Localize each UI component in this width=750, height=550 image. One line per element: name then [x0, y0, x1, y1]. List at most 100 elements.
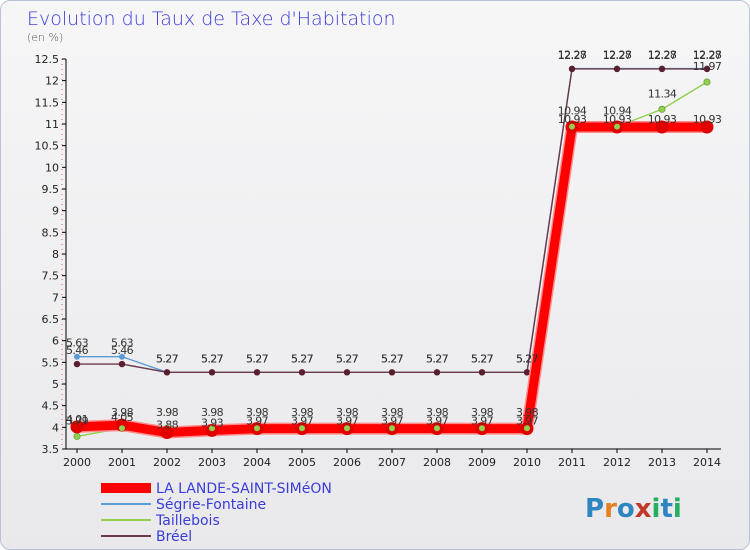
- x-tick-label: 2010: [513, 456, 541, 469]
- legend-label: Ségrie-Fontaine: [156, 497, 266, 513]
- x-tick-label: 2000: [63, 456, 91, 469]
- y-tick-label: 10: [45, 161, 59, 174]
- x-tick-label: 2002: [153, 456, 181, 469]
- series-line-halo: [76, 121, 707, 439]
- x-tick-label: 2012: [603, 456, 631, 469]
- y-tick-label: 6.5: [42, 313, 60, 326]
- data-label: 5.27: [516, 352, 539, 365]
- logo-letter: t: [660, 494, 672, 524]
- data-label: 3.97: [426, 415, 449, 428]
- data-label: 3.98: [381, 406, 404, 419]
- series-point: [74, 353, 80, 360]
- y-tick-label: 8.5: [42, 226, 60, 239]
- data-label: 5.27: [516, 352, 539, 365]
- data-label: 5.27: [336, 352, 359, 365]
- data-label: 3.98: [426, 406, 449, 419]
- legend: LA LANDE-SAINT-SIMéONSégrie-FontaineTail…: [101, 481, 332, 545]
- data-label: 11.34: [648, 87, 677, 100]
- logo-letter: o: [617, 494, 635, 524]
- data-label: 3.97: [381, 415, 404, 428]
- series-point: [703, 78, 711, 86]
- x-tick-label: 2001: [108, 456, 136, 469]
- data-label: 12.27: [558, 49, 587, 62]
- data-label: 11.97: [693, 60, 722, 73]
- y-tick-label: 4.5: [42, 400, 60, 413]
- overlap-point: [434, 425, 440, 432]
- x-tick-label: 2004: [243, 456, 271, 469]
- x-tick-label: 2014: [693, 456, 721, 469]
- data-label: 5.27: [291, 352, 314, 365]
- data-label: 3.98: [336, 406, 359, 419]
- series-point: [298, 369, 306, 376]
- series-point: [115, 418, 129, 432]
- series-layer: [70, 65, 714, 440]
- x-tick-label: 2008: [423, 456, 451, 469]
- data-label: 5.46: [111, 344, 134, 357]
- x-tick-label: 2013: [648, 456, 676, 469]
- legend-label: Bréel: [156, 529, 192, 545]
- overlap-point: [389, 425, 395, 432]
- y-tick-label: 9: [52, 205, 59, 218]
- y-tick-label: 5.5: [42, 356, 60, 369]
- series-line-2: [76, 81, 708, 438]
- logo-letter: i: [673, 494, 682, 524]
- y-tick-label: 11.5: [35, 96, 60, 109]
- data-label: 3.79: [66, 414, 89, 427]
- data-label: 5.27: [291, 352, 314, 365]
- x-tick-label: 2005: [288, 456, 316, 469]
- data-label: 3.97: [471, 415, 494, 428]
- data-label: 5.27: [336, 352, 359, 365]
- series-point: [73, 432, 81, 440]
- overlap-point: [479, 425, 485, 432]
- legend-label: Taillebois: [155, 513, 220, 529]
- data-label: 10.94: [558, 105, 587, 118]
- series-point: [343, 369, 351, 376]
- data-label: 10.93: [558, 113, 587, 126]
- series-point: [160, 426, 174, 440]
- data-label: 5.27: [471, 352, 494, 365]
- series-point: [70, 420, 84, 434]
- data-label: 3.97: [246, 415, 269, 428]
- series-point: [118, 360, 126, 368]
- data-label: 5.27: [381, 352, 404, 365]
- logo-letter: i: [652, 494, 661, 524]
- series-point: [658, 105, 666, 113]
- y-tick-label: 11: [45, 118, 59, 131]
- y-tick-label: 5: [52, 378, 59, 391]
- logo-letter: P: [585, 494, 604, 524]
- overlap-point: [299, 425, 305, 432]
- data-label: 12.28: [693, 49, 722, 62]
- data-label: 3.93: [201, 416, 224, 429]
- data-label: 12.27: [693, 49, 722, 62]
- overlap-point: [524, 425, 530, 432]
- series-point: [700, 120, 714, 134]
- overlap-point: [614, 123, 620, 130]
- data-label: 12.28: [558, 49, 587, 62]
- series-point: [253, 369, 261, 376]
- y-tick-label: 12.5: [35, 53, 60, 66]
- series-point: [655, 120, 669, 134]
- data-label: 3.97: [291, 415, 314, 428]
- data-label: 5.27: [381, 352, 404, 365]
- data-label: 5.63: [66, 337, 89, 350]
- data-label: 3.98: [516, 406, 539, 419]
- data-label: 5.27: [426, 352, 449, 365]
- series-point: [119, 353, 125, 360]
- overlap-point: [344, 425, 350, 432]
- series-point: [568, 65, 576, 73]
- data-label: 5.63: [111, 337, 134, 350]
- x-tick-group: 2000 2001 2002 2003 2004 2005 2006 2007 2008 2009…: [63, 449, 721, 469]
- series-point: [208, 369, 216, 376]
- data-label: 5.27: [426, 352, 449, 365]
- y-tick-label: 4: [52, 421, 59, 434]
- chart-title: Evolution du Taux de Taxe d'Habitation: [27, 8, 396, 30]
- x-tick-label: 2007: [378, 456, 406, 469]
- data-label: 3.98: [111, 406, 134, 419]
- data-label: 3.98: [246, 406, 269, 419]
- overlap-point: [209, 425, 215, 432]
- data-label: 3.88: [156, 419, 179, 432]
- data-label: 12.27: [603, 49, 632, 62]
- data-label: 3.97: [336, 415, 359, 428]
- data-label: 3.98: [156, 406, 179, 419]
